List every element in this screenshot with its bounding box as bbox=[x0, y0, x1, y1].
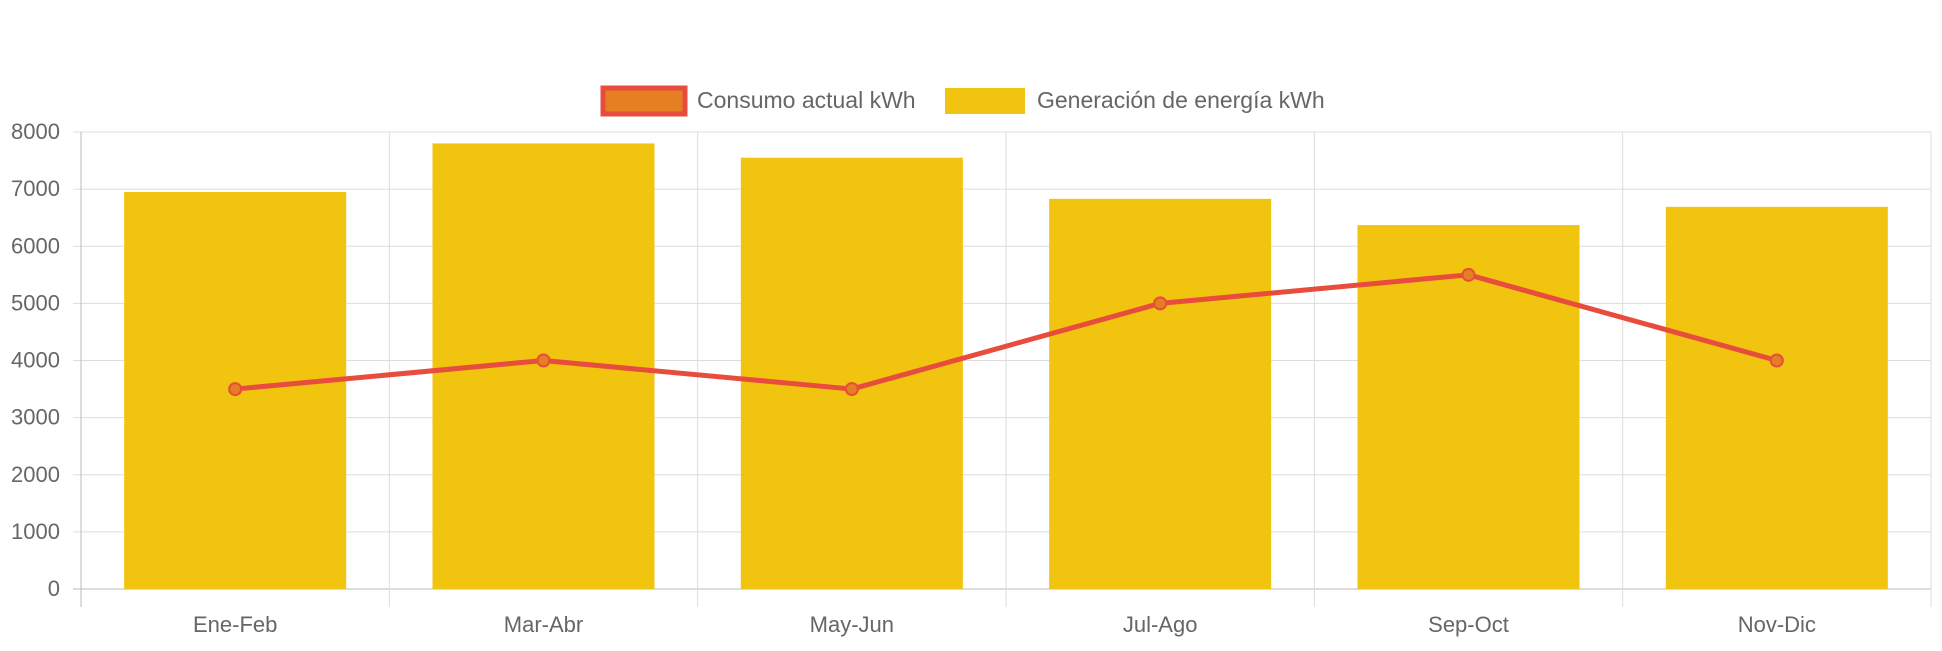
x-axis: Ene-Feb Mar-Abr May-Jun Jul-Ago Sep-Oct Nov-D… bbox=[193, 612, 1816, 637]
y-axis: 0 1000 2000 3000 4000 5000 6000 7000 8000 bbox=[11, 119, 60, 601]
bar-nov-dic bbox=[1665, 206, 1888, 590]
y-tick-label: 8000 bbox=[11, 119, 60, 144]
y-tick-label: 0 bbox=[48, 576, 60, 601]
y-tick-label: 4000 bbox=[11, 348, 60, 373]
line-point bbox=[228, 382, 243, 397]
y-tick-label: 1000 bbox=[11, 519, 60, 544]
legend[interactable]: Consumo actual kWh Generación de energía … bbox=[600, 85, 1325, 117]
y-tick-label: 5000 bbox=[11, 290, 60, 315]
y-tick-label: 6000 bbox=[11, 233, 60, 258]
x-tick-label: Mar-Abr bbox=[504, 612, 583, 637]
x-tick-label: Nov-Dic bbox=[1738, 612, 1816, 637]
bar-may-jun bbox=[740, 157, 963, 590]
legend-label-generacion: Generación de energía kWh bbox=[1037, 87, 1325, 113]
grid-lines bbox=[73, 131, 1932, 607]
y-tick-label: 2000 bbox=[11, 462, 60, 487]
line-point bbox=[1461, 267, 1476, 282]
y-tick-label: 7000 bbox=[11, 176, 60, 201]
line-point bbox=[1769, 353, 1784, 368]
bar-sep-oct bbox=[1357, 225, 1580, 589]
x-tick-label: May-Jun bbox=[810, 612, 894, 637]
x-tick-label: Sep-Oct bbox=[1428, 612, 1509, 637]
legend-swatch-consumo bbox=[600, 85, 688, 117]
line-point bbox=[1153, 296, 1168, 311]
legend-swatch-generacion bbox=[945, 88, 1025, 114]
line-point bbox=[536, 353, 551, 368]
x-tick-label: Ene-Feb bbox=[193, 612, 277, 637]
y-tick-label: 3000 bbox=[11, 405, 60, 430]
line-series bbox=[228, 267, 1784, 397]
consumo-line bbox=[232, 272, 1780, 392]
line-point bbox=[844, 382, 859, 397]
bar-jul-ago bbox=[1049, 198, 1272, 589]
legend-label-consumo: Consumo actual kWh bbox=[697, 87, 916, 113]
x-tick-label: Jul-Ago bbox=[1123, 612, 1198, 637]
